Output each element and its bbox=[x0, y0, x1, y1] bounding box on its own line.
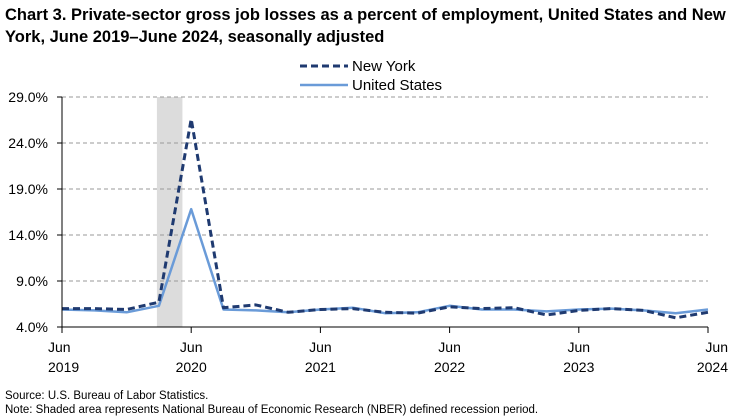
x-tick-label-month: Jun bbox=[48, 339, 71, 355]
x-tick-label-year: 2019 bbox=[48, 359, 79, 375]
y-tick-label: 24.0% bbox=[8, 135, 48, 151]
recession-note: Note: Shaded area represents National Bu… bbox=[5, 404, 539, 416]
legend-label-united-states: United States bbox=[352, 77, 442, 94]
y-tick-label: 19.0% bbox=[8, 181, 48, 197]
legend: New York United States bbox=[300, 58, 442, 94]
x-tick-label-year: 2021 bbox=[305, 359, 336, 375]
x-tick-label-year: 2022 bbox=[434, 359, 465, 375]
series-line-united-states bbox=[61, 207, 709, 315]
y-tick-label: 4.0% bbox=[16, 319, 48, 335]
recession-band bbox=[156, 97, 183, 327]
chart-title: Chart 3. Private-sector gross job losses… bbox=[5, 6, 726, 46]
x-tick-label-month: Jun bbox=[438, 339, 461, 355]
series-layer bbox=[61, 117, 709, 320]
x-tick-label-year: 2020 bbox=[176, 359, 207, 375]
y-tick-label: 14.0% bbox=[8, 227, 48, 243]
y-tick-label: 9.0% bbox=[16, 273, 48, 289]
source-note: Source: U.S. Bureau of Labor Statistics. bbox=[5, 390, 209, 402]
x-tick-label-year: 2024 bbox=[697, 359, 728, 375]
legend-label-new-york: New York bbox=[352, 58, 416, 75]
x-tick-label-year: 2023 bbox=[563, 359, 594, 375]
recession-band-layer bbox=[156, 97, 183, 327]
x-tick-label-month: Jun bbox=[309, 339, 332, 355]
axes: 4.0% 9.0% 14.0% 19.0% 24.0% 29.0% Jun 2019 Jun 20… bbox=[8, 89, 728, 375]
y-tick-label: 29.0% bbox=[8, 89, 48, 105]
series-line-new-york bbox=[62, 117, 709, 320]
x-tick-label-month: Jun bbox=[568, 339, 591, 355]
x-tick-label-month: Jun bbox=[180, 339, 203, 355]
x-tick-label-month: Jun bbox=[705, 339, 728, 355]
